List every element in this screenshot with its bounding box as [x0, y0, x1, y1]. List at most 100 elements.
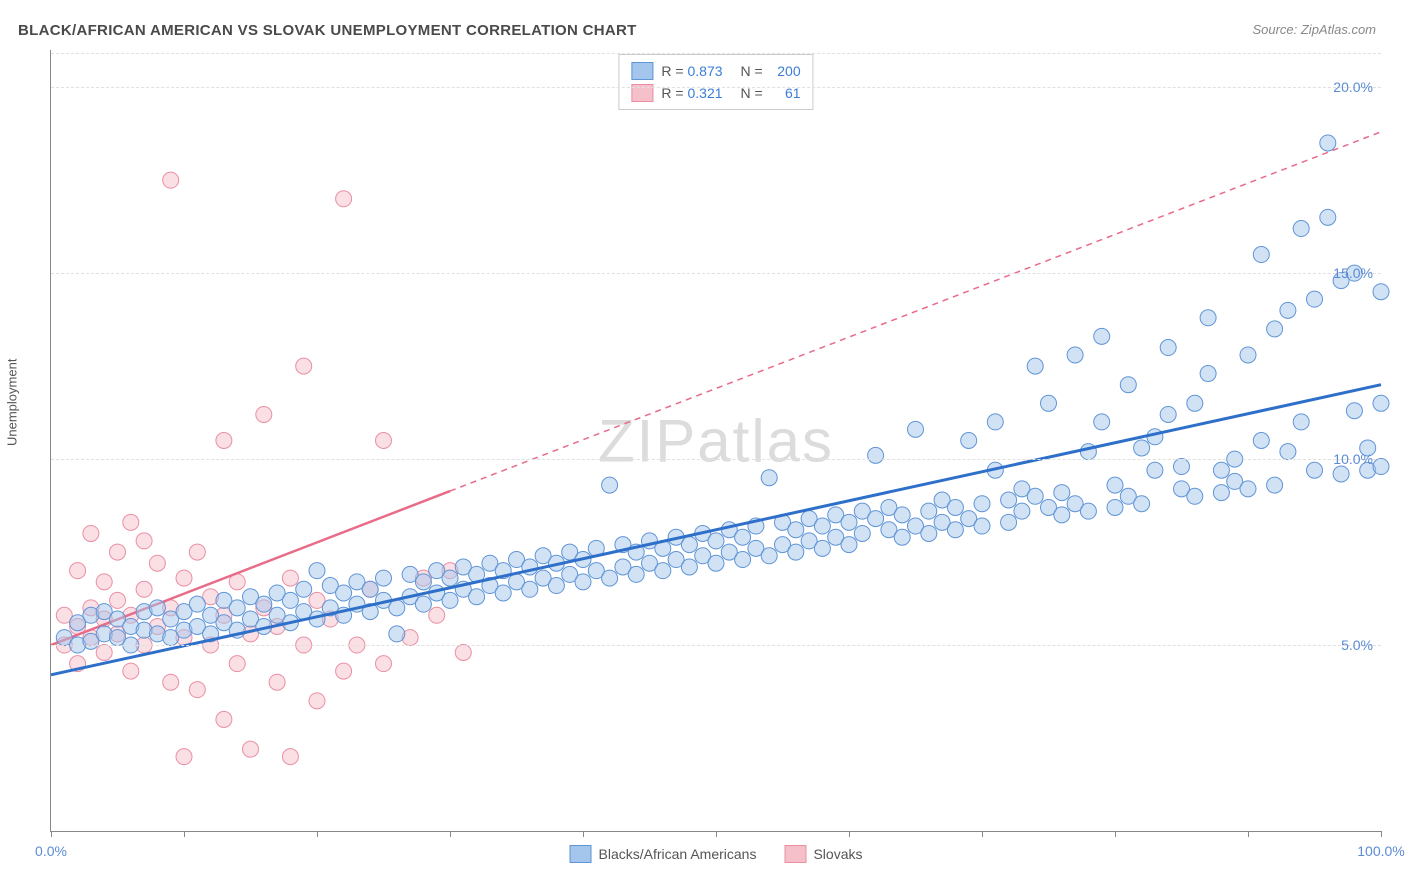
data-point [1213, 485, 1229, 501]
data-point [96, 574, 112, 590]
ytick-label: 5.0% [1341, 637, 1373, 653]
data-point [841, 537, 857, 553]
data-point [987, 414, 1003, 430]
data-point [469, 589, 485, 605]
data-point [1280, 444, 1296, 460]
data-point [1307, 462, 1323, 478]
data-point [282, 749, 298, 765]
data-point [735, 529, 751, 545]
data-point [708, 533, 724, 549]
xtick [583, 831, 584, 837]
gridline-h [51, 645, 1381, 646]
data-point [336, 191, 352, 207]
xtick [317, 831, 318, 837]
data-point [921, 525, 937, 541]
data-point [96, 644, 112, 660]
data-point [216, 433, 232, 449]
data-point [243, 741, 259, 757]
data-point [1320, 135, 1336, 151]
data-point [415, 596, 431, 612]
data-point [1160, 340, 1176, 356]
data-point [70, 563, 86, 579]
data-point [1027, 488, 1043, 504]
data-point [681, 559, 697, 575]
data-point [83, 525, 99, 541]
chart-area: ZIPatlas R = 0.873N = 200R = 0.321N = 61… [50, 50, 1381, 832]
data-point [110, 592, 126, 608]
data-point [908, 421, 924, 437]
gridline-h [51, 53, 1381, 54]
xtick [184, 831, 185, 837]
data-point [256, 596, 272, 612]
data-point [189, 682, 205, 698]
source-label: Source: ZipAtlas.com [1252, 22, 1376, 37]
data-point [1160, 406, 1176, 422]
data-point [376, 570, 392, 586]
data-point [123, 663, 139, 679]
data-point [149, 555, 165, 571]
data-point [894, 529, 910, 545]
legend-bottom: Blacks/African Americans Slovaks [570, 845, 863, 863]
data-point [1280, 302, 1296, 318]
data-point [309, 693, 325, 709]
data-point [495, 585, 511, 601]
xtick-label: 100.0% [1357, 843, 1404, 859]
data-point [1134, 440, 1150, 456]
data-point [655, 563, 671, 579]
data-point [216, 711, 232, 727]
gridline-h [51, 87, 1381, 88]
xtick [1248, 831, 1249, 837]
data-point [176, 570, 192, 586]
data-point [189, 596, 205, 612]
data-point [628, 566, 644, 582]
data-point [176, 749, 192, 765]
data-point [1094, 414, 1110, 430]
data-point [415, 574, 431, 590]
data-point [1120, 377, 1136, 393]
data-point [256, 406, 272, 422]
data-point [1147, 462, 1163, 478]
legend-n: N = 200 [741, 63, 801, 79]
data-point [814, 518, 830, 534]
gridline-h [51, 459, 1381, 460]
data-point [1293, 221, 1309, 237]
data-point [1373, 459, 1389, 475]
data-point [1373, 395, 1389, 411]
data-point [442, 570, 458, 586]
data-point [1094, 328, 1110, 344]
data-point [761, 470, 777, 486]
data-point [761, 548, 777, 564]
legend-label: Slovaks [813, 846, 862, 862]
data-point [1240, 347, 1256, 363]
gridline-h [51, 273, 1381, 274]
data-point [1320, 209, 1336, 225]
legend-top-row: R = 0.321N = 61 [631, 82, 800, 104]
xtick-label: 0.0% [35, 843, 67, 859]
legend-top-row: R = 0.873N = 200 [631, 60, 800, 82]
ytick-label: 15.0% [1333, 265, 1373, 281]
data-point [1307, 291, 1323, 307]
data-point [376, 433, 392, 449]
data-point [123, 514, 139, 530]
data-point [282, 570, 298, 586]
data-point [1014, 503, 1030, 519]
data-point [1054, 507, 1070, 523]
data-point [309, 563, 325, 579]
legend-swatch [784, 845, 806, 863]
xtick [982, 831, 983, 837]
legend-label: Blacks/African Americans [599, 846, 757, 862]
data-point [575, 574, 591, 590]
data-point [602, 477, 618, 493]
data-point [429, 607, 445, 623]
legend-swatch [631, 62, 653, 80]
data-point [229, 600, 245, 616]
data-point [974, 518, 990, 534]
data-point [389, 600, 405, 616]
data-point [1001, 492, 1017, 508]
data-point [868, 511, 884, 527]
data-point [548, 578, 564, 594]
data-point [442, 592, 458, 608]
data-point [1373, 284, 1389, 300]
xtick [450, 831, 451, 837]
data-point [974, 496, 990, 512]
